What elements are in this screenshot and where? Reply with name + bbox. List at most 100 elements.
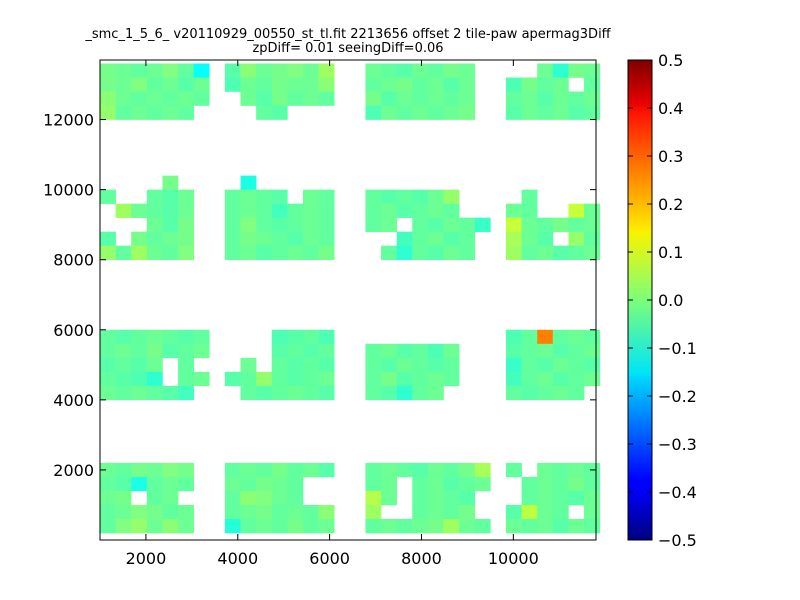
heatmap-cell [459, 91, 476, 106]
heatmap-cell [162, 231, 179, 246]
heatmap-cell [240, 504, 257, 520]
heatmap-cell [584, 63, 600, 78]
heatmap-cell [287, 476, 304, 492]
heatmap-cell [584, 490, 600, 506]
heatmap-cell [115, 371, 132, 387]
heatmap-cell [146, 476, 163, 492]
heatmap-cell [162, 63, 179, 78]
heatmap-cell [162, 462, 179, 478]
heatmap-cell [115, 245, 132, 260]
heatmap-cell [427, 63, 444, 78]
colorbar-tick-label: 0.1 [658, 243, 683, 262]
heatmap-cell [131, 462, 148, 478]
heatmap-cell [131, 371, 148, 387]
heatmap-cell [100, 231, 116, 246]
heatmap-cell [505, 329, 522, 345]
heatmap-cell [521, 518, 538, 534]
heatmap-cell [256, 504, 273, 520]
heatmap-cell [505, 91, 522, 106]
heatmap-cell [365, 371, 382, 387]
heatmap-cell [443, 504, 460, 520]
heatmap-cell [302, 77, 319, 92]
heatmap-cell [552, 105, 569, 120]
heatmap-cell [396, 371, 413, 387]
heatmap-cell [146, 329, 163, 345]
heatmap-cell [521, 329, 538, 345]
heatmap-cell [537, 217, 554, 232]
heatmap-cell [568, 231, 585, 246]
heatmap-cell [537, 518, 554, 534]
heatmap-cell [459, 476, 476, 492]
axis-ticks: 2000 4000 6000 8000 10000 2000 4000 6000 8000 100… [43, 60, 596, 568]
heatmap-cell [584, 105, 600, 120]
heatmap-cell [552, 476, 569, 492]
heatmap-cell [365, 63, 382, 78]
heatmap-cell [427, 371, 444, 387]
heatmap-cell [115, 343, 132, 359]
colorbar-ticks: 0.5 0.4 0.3 0.2 0.1 0.0 −0.1 −0.2 −0.3 −0.4 −0.5 [628, 51, 697, 550]
heatmap-cell [162, 105, 179, 120]
heatmap-cell [459, 231, 476, 246]
heatmap-cell [271, 77, 288, 92]
heatmap-cell [100, 476, 116, 492]
heatmap-cell [443, 189, 460, 204]
heatmap-cell [552, 385, 569, 401]
heatmap-cell [240, 231, 257, 246]
heatmap-cell [224, 476, 241, 492]
heatmap-cell [474, 476, 491, 492]
colorbar-tick-label: 0.5 [658, 51, 683, 70]
heatmap-cell [552, 490, 569, 506]
heatmap-cell [178, 217, 194, 232]
heatmap-cell [318, 371, 335, 387]
heatmap-cell [131, 357, 148, 373]
heatmap-cell [584, 77, 600, 92]
heatmap-cell [427, 462, 444, 478]
heatmap-cell [568, 371, 585, 387]
heatmap-cell [178, 343, 194, 359]
heatmap-cell [131, 231, 148, 246]
heatmap-cell [443, 371, 460, 387]
heatmap-cell [381, 77, 397, 92]
heatmap-cell [537, 462, 554, 478]
heatmap-cell [381, 245, 397, 260]
heatmap-cell [427, 490, 444, 506]
heatmap-cell [146, 385, 163, 401]
heatmap-cell [318, 462, 335, 478]
heatmap-cell [443, 217, 460, 232]
heatmap-cell [256, 385, 273, 401]
heatmap-cell [568, 203, 585, 218]
heatmap-cell [443, 91, 460, 106]
heatmap-cell [584, 518, 600, 534]
heatmap-cell [521, 385, 538, 401]
heatmap-cell [271, 63, 288, 78]
y-tick-label: 2000 [53, 461, 94, 480]
heatmap-cell [302, 217, 319, 232]
heatmap-cell [287, 329, 304, 345]
heatmap-cell [178, 462, 194, 478]
heatmap-cell [131, 105, 148, 120]
heatmap-cell [584, 217, 600, 232]
heatmap-cell [381, 343, 397, 359]
heatmap-cell [162, 91, 179, 106]
heatmap-cell [256, 203, 273, 218]
heatmap-cell [100, 105, 116, 120]
y-tick-label: 10000 [43, 181, 94, 200]
colorbar-tick-label: 0.4 [658, 99, 683, 118]
heatmap-cell [271, 357, 288, 373]
heatmap-cell [271, 371, 288, 387]
heatmap-cell [146, 217, 163, 232]
heatmap-cell [443, 245, 460, 260]
heatmap-cell [521, 217, 538, 232]
heatmap-cell [381, 385, 397, 401]
heatmap-cell [427, 105, 444, 120]
heatmap-cell [396, 231, 413, 246]
heatmap-cell [427, 77, 444, 92]
heatmap-cell [381, 189, 397, 204]
heatmap-cell [537, 77, 554, 92]
heatmap-cell [178, 231, 194, 246]
heatmap-cell [568, 217, 585, 232]
heatmap-cell [224, 518, 241, 534]
heatmap-cell [552, 329, 569, 345]
heatmap-cell [474, 462, 491, 478]
heatmap-cell [287, 343, 304, 359]
